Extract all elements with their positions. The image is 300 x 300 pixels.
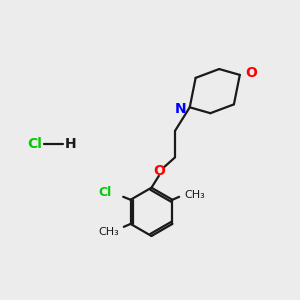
Text: Cl: Cl <box>98 186 111 199</box>
Text: O: O <box>245 66 257 80</box>
Text: CH₃: CH₃ <box>184 190 205 200</box>
Text: H: H <box>65 137 77 151</box>
Text: O: O <box>153 164 165 178</box>
Text: Cl: Cl <box>28 137 43 151</box>
Text: CH₃: CH₃ <box>98 226 119 237</box>
Text: N: N <box>175 102 186 116</box>
